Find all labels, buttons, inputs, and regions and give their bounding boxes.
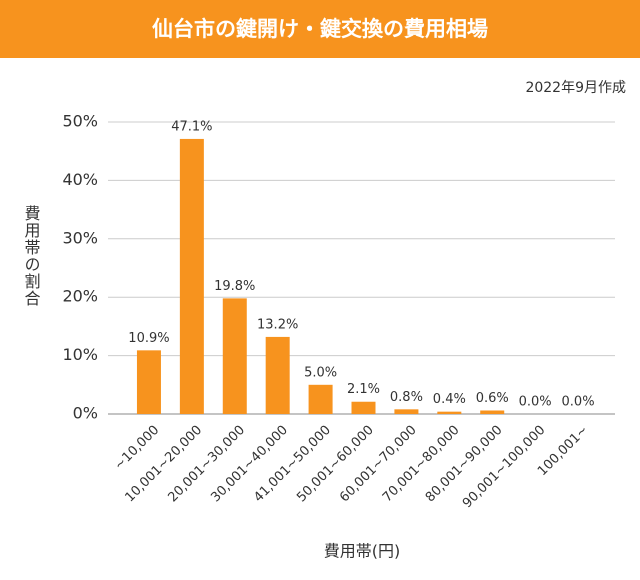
- value-label: 19.8%: [214, 279, 255, 294]
- chart-title: 仙台市の鍵開け・鍵交換の費用相場: [152, 17, 488, 41]
- value-label: 10.9%: [128, 331, 169, 346]
- value-label: 0.6%: [476, 391, 509, 406]
- value-label: 0.0%: [519, 395, 552, 410]
- bar: [308, 384, 333, 414]
- y-tick-label: 40%: [62, 170, 98, 189]
- bar: [265, 336, 290, 414]
- x-tick-label: 50,001~60,000: [294, 423, 377, 506]
- x-tick-label: 60,001~70,000: [337, 423, 420, 506]
- bar: [351, 401, 376, 414]
- bar: [179, 138, 204, 414]
- y-tick-label: 20%: [62, 287, 98, 306]
- value-label: 0.8%: [390, 390, 423, 405]
- y-axis-title: 費用帯の割合: [22, 205, 41, 307]
- bar: [480, 410, 505, 414]
- bar: [437, 411, 462, 414]
- x-tick-label: 70,001~80,000: [380, 423, 463, 506]
- x-tick-label: 10,001~20,000: [123, 423, 206, 506]
- x-tick-label: 20,001~30,000: [165, 423, 248, 506]
- bar: [136, 350, 161, 414]
- y-tick-label: 0%: [73, 404, 98, 423]
- chart-subtitle: 2022年9月作成: [525, 80, 626, 96]
- header-bar: [0, 0, 640, 58]
- x-tick-label: 80,001~90,000: [423, 423, 506, 506]
- value-label: 2.1%: [347, 382, 380, 397]
- x-axis-title: 費用帯(円): [324, 542, 401, 561]
- value-label: 47.1%: [171, 119, 212, 134]
- value-label: 0.0%: [562, 395, 595, 410]
- bar: [222, 298, 247, 414]
- x-tick-label: 30,001~40,000: [208, 423, 291, 506]
- value-label: 13.2%: [257, 317, 298, 332]
- y-tick-label: 50%: [62, 112, 98, 131]
- value-label: 0.4%: [433, 392, 466, 407]
- bar: [394, 409, 419, 414]
- y-tick-label: 10%: [62, 345, 98, 364]
- y-tick-label: 30%: [62, 228, 98, 247]
- x-tick-label: 41,001~50,000: [251, 423, 334, 506]
- value-label: 5.0%: [304, 365, 337, 380]
